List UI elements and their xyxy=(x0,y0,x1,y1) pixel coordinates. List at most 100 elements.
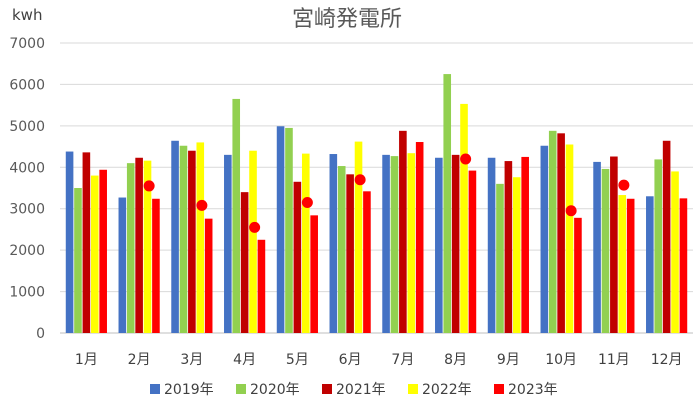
dot-2023年-8月 xyxy=(460,153,472,165)
bar-2021年-8月 xyxy=(451,154,460,333)
bar-2019年-6月 xyxy=(329,154,338,333)
bar-2023年-8月 xyxy=(468,170,477,333)
bar-2023年-1月 xyxy=(99,169,107,333)
bar-2019年-1月 xyxy=(65,151,74,333)
grid-lines xyxy=(60,42,693,334)
bar-2023年-9月 xyxy=(521,156,529,333)
bar-2021年-10月 xyxy=(557,133,565,333)
bar-2023年-3月 xyxy=(204,218,213,333)
bar-2022年-8月 xyxy=(460,103,468,334)
bar-2020年-12月 xyxy=(654,159,663,333)
bar-2022年-7月 xyxy=(407,153,416,333)
legend-label: 2021年 xyxy=(336,382,386,398)
bar-2020年-8月 xyxy=(443,74,452,334)
bar-2020年-4月 xyxy=(232,98,241,333)
chart-title: 宮崎発電所 xyxy=(292,7,402,32)
x-tick-label: 3月 xyxy=(180,352,203,368)
bar-2019年-12月 xyxy=(646,196,654,333)
legend: 2019年 2020年 2021年 2022年 2023年 xyxy=(150,382,558,398)
bar-2021年-4月 xyxy=(240,192,249,333)
legend-swatch xyxy=(150,384,160,394)
y-tick-label: 1000 xyxy=(9,285,45,301)
bar-2022年-6月 xyxy=(354,141,363,333)
dot-2023年-5月 xyxy=(301,197,313,208)
bar-2022年-12月 xyxy=(671,171,679,333)
dot-2023年-3月 xyxy=(196,199,208,211)
y-tick-label: 2000 xyxy=(9,243,45,259)
bar-2023年-12月 xyxy=(679,198,688,333)
bar-2020年-7月 xyxy=(390,156,399,333)
dot-2023年-11月 xyxy=(618,179,630,191)
y-tick-label: 3000 xyxy=(9,202,45,218)
bar-2019年-2月 xyxy=(118,197,127,333)
bar-2020年-5月 xyxy=(285,127,293,333)
bar-2023年-6月 xyxy=(363,191,371,333)
bar-2023年-2月 xyxy=(152,198,160,333)
legend-swatch xyxy=(236,384,246,394)
bar-2021年-12月 xyxy=(662,140,671,333)
bar-2021年-7月 xyxy=(399,130,407,333)
legend-swatch xyxy=(408,384,418,394)
bar-2023年-4月 xyxy=(257,239,266,333)
x-tick-label: 7月 xyxy=(391,352,414,368)
y-axis-label: kwh xyxy=(12,6,42,24)
bar-2020年-3月 xyxy=(179,145,188,333)
bar-2019年-9月 xyxy=(487,157,496,333)
x-tick-label: 10月 xyxy=(545,352,577,368)
bar-2019年-7月 xyxy=(382,154,390,333)
legend-label: 2023年 xyxy=(508,382,558,398)
bar-2023年-5月 xyxy=(310,215,318,333)
legend-label: 2019年 xyxy=(164,382,214,398)
bar-2022年-11月 xyxy=(618,195,627,333)
legend-swatch xyxy=(494,384,504,394)
bar-2019年-8月 xyxy=(435,157,443,333)
bar-2023年-7月 xyxy=(415,142,424,333)
legend-swatch xyxy=(322,384,332,394)
dot-marks xyxy=(143,153,630,233)
x-tick-label: 6月 xyxy=(339,352,362,368)
bar-2022年-1月 xyxy=(90,175,99,333)
bar-2023年-11月 xyxy=(626,198,635,333)
x-tick-label: 8月 xyxy=(444,352,467,368)
bar-2021年-9月 xyxy=(504,161,513,333)
y-tick-label: 7000 xyxy=(9,36,45,52)
x-tick-label: 12月 xyxy=(651,352,683,368)
bar-2022年-5月 xyxy=(301,153,310,333)
bar-marks xyxy=(65,74,688,334)
legend-label: 2020年 xyxy=(250,382,300,398)
bar-2023年-10月 xyxy=(574,217,582,333)
bar-2022年-2月 xyxy=(143,160,152,333)
bar-2020年-11月 xyxy=(601,168,610,333)
bar-2022年-3月 xyxy=(196,142,205,333)
dot-2023年-6月 xyxy=(354,174,366,186)
y-tick-label: 6000 xyxy=(9,77,45,93)
bar-2021年-3月 xyxy=(188,150,196,333)
dot-2023年-2月 xyxy=(143,180,155,192)
bar-2019年-4月 xyxy=(224,154,232,333)
bar-2020年-6月 xyxy=(337,166,346,333)
y-tick-label: 5000 xyxy=(9,119,45,135)
bar-2019年-3月 xyxy=(171,140,179,333)
bar-2022年-10月 xyxy=(565,144,574,333)
bar-2021年-11月 xyxy=(610,156,618,333)
bar-2020年-1月 xyxy=(74,188,82,333)
x-tick-labels: 1月 2月 3月 4月 5月 6月 7月 8月 9月 10月 11月 12月 xyxy=(75,352,683,368)
x-tick-label: 4月 xyxy=(233,352,256,368)
dot-2023年-10月 xyxy=(565,205,577,217)
bar-2020年-9月 xyxy=(496,183,504,333)
bar-2019年-5月 xyxy=(276,126,285,334)
bar-2019年-10月 xyxy=(540,145,549,333)
bar-2019年-11月 xyxy=(593,161,601,333)
bar-2022年-9月 xyxy=(512,177,521,333)
x-tick-label: 9月 xyxy=(497,352,520,368)
x-tick-label: 2月 xyxy=(128,352,151,368)
bar-2021年-6月 xyxy=(346,174,354,333)
bar-2022年-4月 xyxy=(249,150,257,333)
y-tick-labels: 0 1000 2000 3000 4000 5000 6000 7000 xyxy=(9,36,45,342)
bar-2021年-1月 xyxy=(82,152,91,333)
dot-2023年-4月 xyxy=(249,221,261,233)
bar-2021年-2月 xyxy=(135,157,143,333)
x-tick-label: 1月 xyxy=(75,352,98,368)
